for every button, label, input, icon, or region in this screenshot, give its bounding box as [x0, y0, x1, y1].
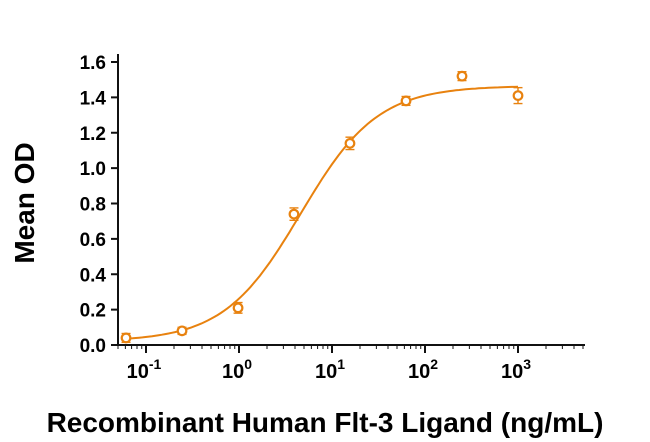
plot-layer: 0.0 0.2 0.4 0.6 0.8 1.0 1.2 1.4 1.6 10-1 100 101 102… — [80, 53, 585, 383]
y-tick-label: 1.6 — [80, 53, 106, 74]
data-point-marker — [120, 332, 132, 344]
data-point-marker — [232, 302, 244, 314]
y-tick-label: 1.2 — [80, 124, 106, 145]
x-tick-label: 10-1 — [127, 356, 162, 383]
y-tick-label: 0.8 — [80, 195, 106, 216]
data-point-marker — [344, 137, 356, 149]
fit-curve — [125, 85, 519, 340]
data-point-marker — [456, 70, 468, 82]
data-point-marker — [400, 95, 412, 107]
x-tick-label: 102 — [408, 356, 438, 383]
data-point-marker — [512, 90, 524, 102]
y-tick-label: 0.6 — [80, 230, 106, 251]
y-axis-label: Mean OD — [9, 142, 40, 263]
y-tick-label: 0.2 — [80, 301, 106, 322]
data-point-marker — [176, 325, 188, 337]
x-tick-label: 100 — [222, 356, 252, 383]
y-tick-label: 0.0 — [80, 336, 106, 357]
y-tick-label: 0.4 — [80, 265, 107, 286]
x-tick-label: 101 — [315, 356, 345, 383]
x-tick-label: 103 — [501, 356, 531, 383]
data-point-marker — [288, 208, 300, 220]
x-axis-label: Recombinant Human Flt-3 Ligand (ng/mL) — [47, 407, 604, 438]
y-tick-label: 1.0 — [80, 159, 106, 180]
y-tick-label: 1.4 — [80, 88, 107, 109]
